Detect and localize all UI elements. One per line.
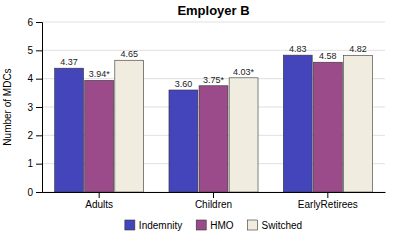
tick: 0	[27, 187, 42, 198]
tick-label: 3	[27, 102, 33, 113]
x-axis: Adults Children EarlyRetirees	[43, 192, 386, 210]
tick-mark	[36, 50, 42, 51]
tick-label: 0	[27, 187, 33, 198]
tick-label: 6	[27, 17, 33, 28]
bar	[169, 90, 198, 192]
data-label: 4.83	[289, 44, 307, 54]
tick-mark	[36, 135, 42, 136]
tick-label: Adults	[85, 199, 113, 210]
tick-mark	[36, 164, 42, 165]
tick-mark	[36, 107, 42, 108]
bar	[115, 60, 144, 192]
tick-mark	[36, 192, 42, 193]
legend-item: HMO	[196, 220, 234, 231]
y-axis-label: Number of MDCs	[2, 68, 13, 145]
bar	[229, 78, 258, 192]
title: Employer B	[177, 3, 249, 18]
tick-label: Children	[195, 199, 232, 210]
tick-label: 5	[27, 45, 33, 56]
bar	[283, 55, 312, 192]
data-label: 3.75*	[203, 75, 225, 85]
data-label: 4.03*	[233, 67, 255, 77]
data-labels: 4.37 3.60 4.83 3.94* 3.75* 4.58 4.65 4.03* 4.82	[60, 44, 366, 89]
data-label: 4.58	[319, 51, 337, 61]
bar	[343, 55, 372, 192]
legend-label: Indemnity	[139, 220, 182, 231]
tick-label: 4	[27, 73, 33, 84]
tick: 6	[27, 17, 42, 28]
bar	[85, 80, 114, 192]
tick: 2	[27, 130, 42, 141]
tick: Children	[195, 192, 232, 210]
data-label: 4.65	[120, 49, 138, 59]
legend: Indemnity HMO Switched	[125, 220, 302, 231]
bar	[199, 86, 228, 192]
legend-swatch	[125, 220, 135, 230]
tick-label: 1	[27, 158, 33, 169]
tick: 1	[27, 158, 42, 169]
tick: 3	[27, 102, 42, 113]
bars	[55, 55, 373, 192]
tick: 5	[27, 45, 42, 56]
grid	[42, 22, 385, 192]
bar	[313, 62, 342, 192]
tick-mark	[36, 79, 42, 80]
data-label: 4.37	[60, 57, 78, 67]
data-label: 4.82	[349, 44, 367, 54]
tick-label: 2	[27, 130, 33, 141]
tick-mark	[99, 192, 100, 198]
chart-svg: 4.37 3.60 4.83 3.94* 3.75* 4.58 4.65 4.03* 4.82 0…	[0, 0, 395, 238]
data-label: 3.60	[175, 79, 193, 89]
tick: Adults	[85, 192, 113, 210]
tick-mark	[36, 22, 42, 23]
bar	[55, 68, 84, 192]
y-axis: 0 1 2 3 4 5 6	[27, 17, 42, 198]
tick: 4	[27, 73, 42, 84]
plot-area: 4.37 3.60 4.83 3.94* 3.75* 4.58 4.65 4.03* 4.82 0…	[27, 17, 385, 210]
legend-label: HMO	[210, 220, 234, 231]
bar-series	[55, 55, 313, 192]
tick-mark	[327, 192, 328, 198]
legend-swatch	[248, 220, 258, 230]
data-label: 3.94*	[89, 69, 111, 79]
legend-label: Switched	[262, 220, 303, 231]
axis-line	[36, 23, 43, 193]
chart-container: 4.37 3.60 4.83 3.94* 3.75* 4.58 4.65 4.03* 4.82 0…	[0, 0, 395, 238]
legend-item: Indemnity	[125, 220, 182, 231]
legend-swatch	[196, 220, 206, 230]
legend-item: Switched	[248, 220, 303, 231]
bar-series	[115, 55, 373, 192]
tick-label: EarlyRetirees	[298, 199, 358, 210]
tick: EarlyRetirees	[298, 192, 358, 210]
grid-line	[42, 22, 385, 23]
tick-mark	[213, 192, 214, 198]
